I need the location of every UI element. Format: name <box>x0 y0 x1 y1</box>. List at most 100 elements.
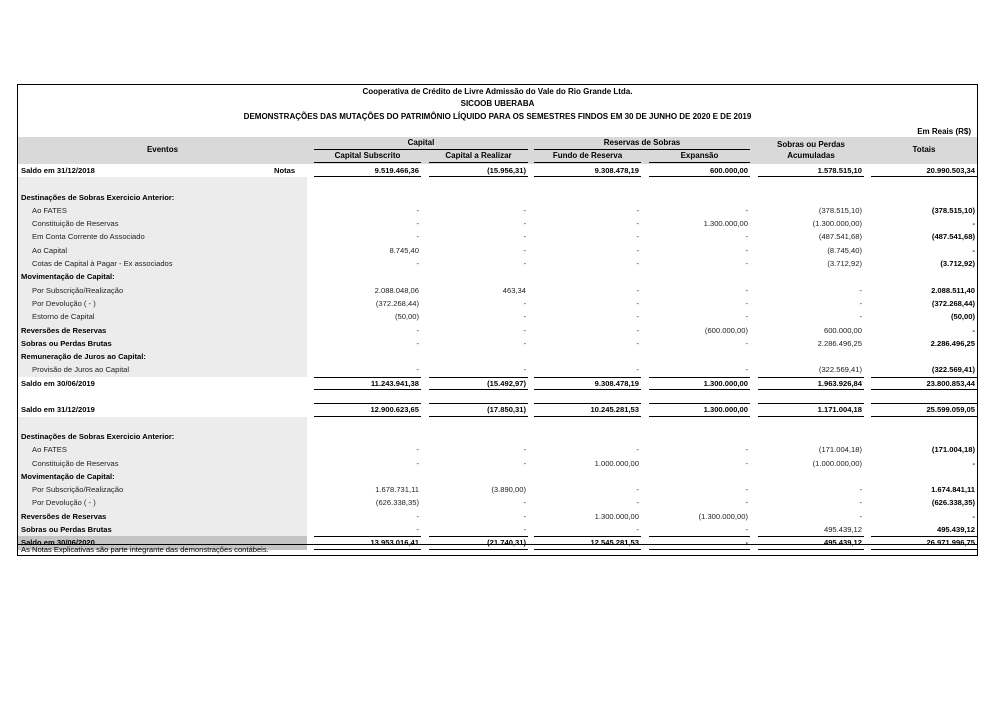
cell-totais: - <box>972 325 975 335</box>
cell-totais: (626.338,35) <box>931 498 975 508</box>
row-label: Movimentação de Capital: <box>18 469 307 484</box>
cell-capital-realizar: (15.492,97) <box>429 376 528 391</box>
row-label <box>18 390 307 403</box>
header-capital: Capital <box>314 138 528 150</box>
cell-capital-subscrito: - <box>416 458 419 468</box>
cell-sobras-acumuladas: (378.515,10) <box>818 205 862 215</box>
header-fundo-reserva: Fundo de Reserva <box>534 151 641 163</box>
row-label: Por Devolução ( - ) <box>18 296 307 311</box>
cell-capital-subscrito: 9.519.466,36 <box>314 164 421 178</box>
cell-capital-subscrito: - <box>416 338 419 348</box>
cell-capital-subscrito: (372.268,44) <box>375 298 419 308</box>
table-row: Reversões de Reservas - - - (600.000,00) 600.… <box>18 323 977 337</box>
cell-capital-realizar: - <box>523 525 526 535</box>
row-label: Saldo em 30/06/2019 <box>21 378 95 388</box>
cell-expansao: - <box>745 498 748 508</box>
blank-row <box>18 177 977 191</box>
cell-expansao: - <box>745 458 748 468</box>
cell-fundo-reserva: 9.308.478,19 <box>534 164 641 178</box>
cell-totais: 2.286.496,25 <box>930 338 975 348</box>
row-label: Reversões de Reservas <box>18 323 307 337</box>
cell-capital-realizar: - <box>523 312 526 322</box>
cell-totais: 495.439,12 <box>936 525 975 535</box>
cell-capital-realizar: - <box>523 338 526 348</box>
cell-fundo-reserva: - <box>636 445 639 455</box>
cell-expansao: - <box>649 536 750 550</box>
cell-sobras-acumuladas: (322.569,41) <box>818 365 862 375</box>
cell-expansao: - <box>745 285 748 295</box>
table-row: Por Subscrição/Realização 1.678.731,11 (3.… <box>18 483 977 497</box>
saldo-row: Saldo em 31/12/2019 12.900.623,65 (17.850,… <box>18 403 977 417</box>
row-label: Constituição de Reservas <box>18 217 307 231</box>
cell-capital-subscrito: 8.745,40 <box>389 245 419 255</box>
cell-fundo-reserva: - <box>636 312 639 322</box>
cell-capital-subscrito: 12.900.623,65 <box>314 403 421 417</box>
table-row: Sobras ou Perdas Brutas - - - - 2.286.496,25 2… <box>18 336 977 351</box>
cell-fundo-reserva: - <box>636 219 639 229</box>
table-row: Ao Capital 8.745,40 - - - (8.745,40) - <box>18 243 977 258</box>
cell-capital-subscrito: 13.953.016,41 <box>314 536 421 550</box>
cell-expansao: - <box>745 298 748 308</box>
cell-capital-subscrito: - <box>416 219 419 229</box>
cell-capital-realizar: - <box>523 365 526 375</box>
table-row: Constituição de Reservas - - - 1.300.000,00 (… <box>18 217 977 231</box>
cell-sobras-acumuladas: (1.000.000,00) <box>812 458 862 468</box>
row-label: Ao Capital <box>18 243 307 258</box>
row-label: Por Subscrição/Realização <box>18 283 307 297</box>
table-row: Destinações de Sobras Exercicio Anterior… <box>18 190 977 204</box>
cell-capital-realizar: - <box>523 511 526 521</box>
cell-totais: 1.674.841,11 <box>931 485 975 495</box>
cell-fundo-reserva: - <box>636 298 639 308</box>
saldo-row: Saldo em 31/12/2018 Notas 9.519.466,36 (15.… <box>18 164 977 178</box>
table-body: Saldo em 31/12/2018 Notas 9.519.466,36 (15.… <box>18 164 977 550</box>
cell-fundo-reserva: - <box>636 365 639 375</box>
table-row: Estorno de Capital (50,00) - - - - (50,00) <box>18 310 977 324</box>
saldo-row: Saldo em 30/06/2019 11.243.941,38 (15.492,… <box>18 376 977 391</box>
cell-totais: - <box>972 458 975 468</box>
header-capital-realizar: Capital a Realizar <box>429 151 528 163</box>
cell-expansao: 1.300.000,00 <box>703 219 748 229</box>
row-label: Em Conta Corrente do Associado <box>18 230 307 244</box>
cell-sobras-acumuladas: - <box>859 498 862 508</box>
cell-capital-realizar: (3.890,00) <box>491 485 526 495</box>
cell-capital-realizar: - <box>523 325 526 335</box>
cell-totais: (487.541,68) <box>931 232 975 242</box>
table-row: Em Conta Corrente do Associado - - - - (487.5… <box>18 230 977 244</box>
cell-sobras-acumuladas: (3.712,92) <box>827 259 862 269</box>
cell-capital-realizar: - <box>523 298 526 308</box>
cell-totais: (3.712,92) <box>940 259 975 269</box>
statement-table: Cooperativa de Crédito de Livre Admissão… <box>17 84 978 556</box>
cell-capital-realizar: - <box>523 232 526 242</box>
cell-expansao: - <box>745 232 748 242</box>
cell-fundo-reserva: - <box>636 525 639 535</box>
row-label: Destinações de Sobras Exercicio Anterior… <box>18 429 307 444</box>
cell-sobras-acumuladas: 1.578.515,10 <box>758 164 864 178</box>
cell-totais: (322.569,41) <box>931 365 975 375</box>
cell-expansao: - <box>745 338 748 348</box>
cell-fundo-reserva: 12.545.281,53 <box>534 536 641 550</box>
cell-fundo-reserva: 1.300.000,00 <box>594 511 639 521</box>
cell-expansao: (1.300.000,00) <box>698 511 748 521</box>
blank-row <box>18 390 977 403</box>
table-row: Remuneração de Juros ao Capital: <box>18 350 977 364</box>
table-row: Destinações de Sobras Exercicio Anterior… <box>18 429 977 444</box>
cell-fundo-reserva: - <box>636 245 639 255</box>
cell-sobras-acumuladas: 600.000,00 <box>823 325 862 335</box>
cell-fundo-reserva: - <box>636 259 639 269</box>
cell-expansao: - <box>745 312 748 322</box>
cell-capital-realizar: - <box>523 259 526 269</box>
cell-sobras-acumuladas: 1.963.926,84 <box>758 376 864 391</box>
cell-capital-realizar: - <box>523 458 526 468</box>
header-expansao: Expansão <box>649 151 750 163</box>
cell-totais: 2.088.511,40 <box>931 285 975 295</box>
row-label: Estorno de Capital <box>18 310 307 324</box>
cell-capital-subscrito: - <box>416 525 419 535</box>
row-label: Ao FATES <box>18 203 307 218</box>
table-row: Provisão de Juros ao Capital - - - - (322.569… <box>18 363 977 377</box>
table-header: Eventos Capital Capital Subscrito Capita… <box>18 137 977 164</box>
cell-expansao: - <box>745 525 748 535</box>
row-label: Ao FATES <box>18 443 307 457</box>
statement-title: DEMONSTRAÇÕES DAS MUTAÇÕES DO PATRIMÔNIO… <box>243 112 752 121</box>
cell-capital-realizar: 463,34 <box>502 285 526 295</box>
cell-expansao: - <box>745 445 748 455</box>
